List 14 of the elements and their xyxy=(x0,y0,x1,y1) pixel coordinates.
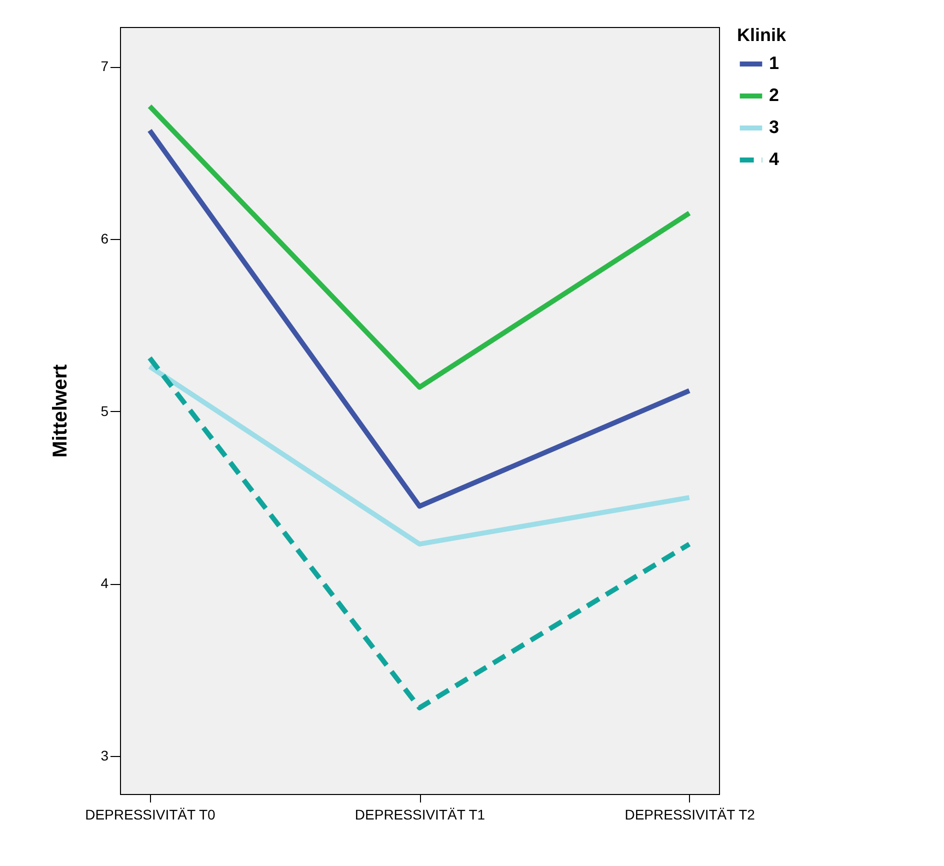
y-tick-label: 6 xyxy=(100,230,109,246)
y-tick-label: 7 xyxy=(100,58,109,74)
x-tick-label: DEPRESSIVITÄT T0 xyxy=(85,806,216,822)
x-tick-label: DEPRESSIVITÄT T1 xyxy=(354,806,486,822)
legend-label: 1 xyxy=(769,53,780,73)
legend-label: 4 xyxy=(769,149,780,169)
y-tick-label: 5 xyxy=(100,402,109,419)
legend-title: Klinik xyxy=(737,25,787,45)
x-tick-label: DEPRESSIVITÄT T2 xyxy=(624,806,756,822)
legend-label: 3 xyxy=(769,117,780,137)
y-tick-label: 3 xyxy=(100,748,109,764)
y-tick-label: 4 xyxy=(100,575,109,592)
legend-label: 2 xyxy=(769,85,780,105)
y-axis-title: Mittelwert xyxy=(50,364,72,458)
